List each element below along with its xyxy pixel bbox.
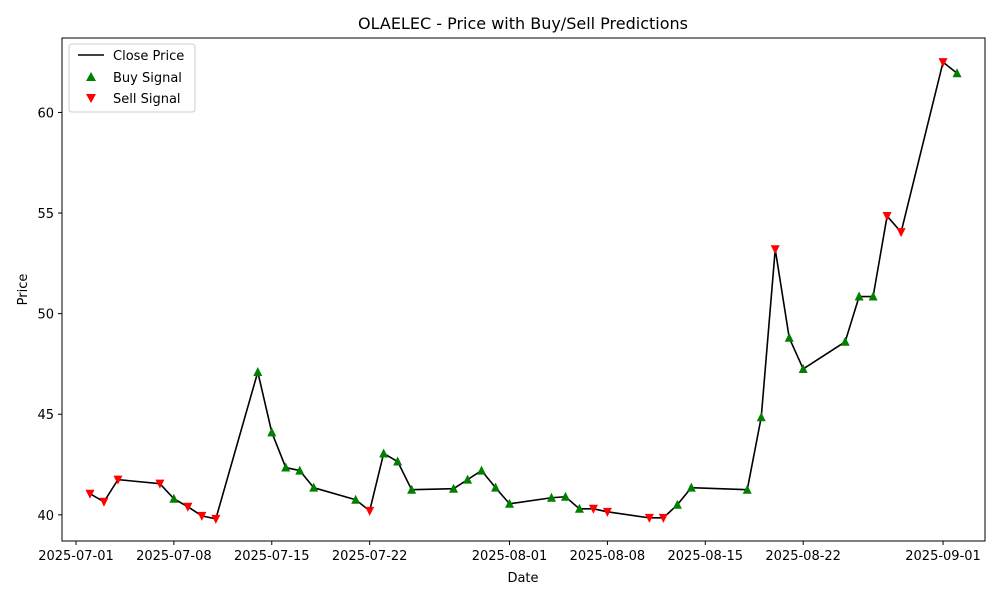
legend: Close Price Buy Signal Sell Signal — [68, 43, 196, 113]
buy-signal-marker — [868, 291, 878, 301]
sell-signal-marker — [113, 475, 123, 485]
x-tick-label: 2025-08-15 — [668, 549, 744, 564]
buy-signal-marker — [546, 492, 556, 502]
buy-signal-marker — [742, 484, 752, 494]
buy-signal-marker — [798, 363, 808, 373]
buy-signal-marker — [560, 491, 570, 501]
x-tick-label: 2025-08-01 — [472, 549, 548, 564]
legend-sell-swatch — [86, 94, 96, 103]
y-tick-label: 50 — [37, 308, 54, 323]
y-axis-label: Price — [16, 274, 31, 306]
y-axis: 40 45 50 55 60 — [37, 106, 62, 524]
buy-signal-marker — [267, 427, 277, 437]
buy-signal-marker — [756, 412, 766, 422]
buy-signal-marker — [281, 462, 291, 472]
sell-signal-marker — [896, 228, 906, 238]
buy-signal-marker — [253, 366, 263, 376]
legend-box — [68, 43, 196, 113]
sell-signal-marker — [658, 513, 668, 523]
x-tick-label: 2025-07-22 — [332, 549, 408, 564]
buy-signal-marker — [463, 474, 473, 484]
buy-signal-marker — [379, 448, 389, 458]
buy-signal-marker — [295, 465, 305, 475]
legend-label-buy: Buy Signal — [113, 71, 182, 86]
plot-area — [85, 58, 962, 524]
plot-frame — [61, 37, 986, 542]
sell-signal-marker — [644, 513, 654, 523]
buy-signal-marker — [351, 494, 361, 504]
y-tick-label: 45 — [37, 408, 54, 423]
legend-label-sell: Sell Signal — [113, 92, 181, 107]
sell-signal-marker — [211, 514, 221, 524]
sell-signal-marker — [155, 479, 165, 489]
x-tick-label: 2025-08-22 — [765, 549, 841, 564]
sell-signal-marker — [938, 58, 948, 68]
x-axis: 2025-07-01 2025-07-08 2025-07-15 2025-07-22… — [38, 541, 981, 564]
legend-buy-swatch — [86, 72, 96, 81]
buy-signal-marker — [393, 456, 403, 466]
sell-signal-marker — [602, 507, 612, 517]
y-tick-label: 60 — [37, 106, 54, 121]
y-tick-label: 40 — [37, 509, 54, 524]
sell-signal-marker — [365, 506, 375, 516]
buy-signal-marker — [309, 482, 319, 492]
buy-signal-marker — [840, 336, 850, 346]
buy-signal-marker — [477, 465, 487, 475]
sell-signal-marker — [85, 489, 95, 499]
sell-signal-marker — [99, 497, 109, 507]
chart-title: OLAELEC - Price with Buy/Sell Prediction… — [358, 14, 688, 33]
x-axis-label: Date — [507, 571, 538, 586]
x-tick-label: 2025-08-08 — [570, 549, 646, 564]
buy-signal-marker — [672, 499, 682, 509]
buy-signal-marker — [784, 332, 794, 342]
buy-signal-marker — [449, 483, 459, 493]
sell-signal-marker — [770, 245, 780, 255]
x-tick-label: 2025-07-15 — [234, 549, 310, 564]
buy-signal-marker — [952, 68, 962, 78]
x-tick-label: 2025-07-01 — [38, 549, 114, 564]
sell-signal-marker — [882, 212, 892, 222]
sell-signal-marker — [588, 504, 598, 514]
x-tick-label: 2025-07-08 — [136, 549, 212, 564]
y-tick-label: 55 — [37, 207, 54, 222]
buy-signal-marker — [686, 482, 696, 492]
buy-signal-marker — [574, 503, 584, 513]
buy-signal-marker — [407, 484, 417, 494]
buy-signal-marker — [491, 482, 501, 492]
buy-signal-marker — [169, 493, 179, 503]
sell-signal-marker — [197, 511, 207, 521]
legend-label-close: Close Price — [113, 49, 184, 64]
sell-signal-marker — [183, 502, 193, 512]
x-tick-label: 2025-09-01 — [905, 549, 981, 564]
buy-signal-marker — [854, 291, 864, 301]
close-price-line — [89, 61, 958, 520]
buy-signal-marker — [505, 498, 515, 508]
